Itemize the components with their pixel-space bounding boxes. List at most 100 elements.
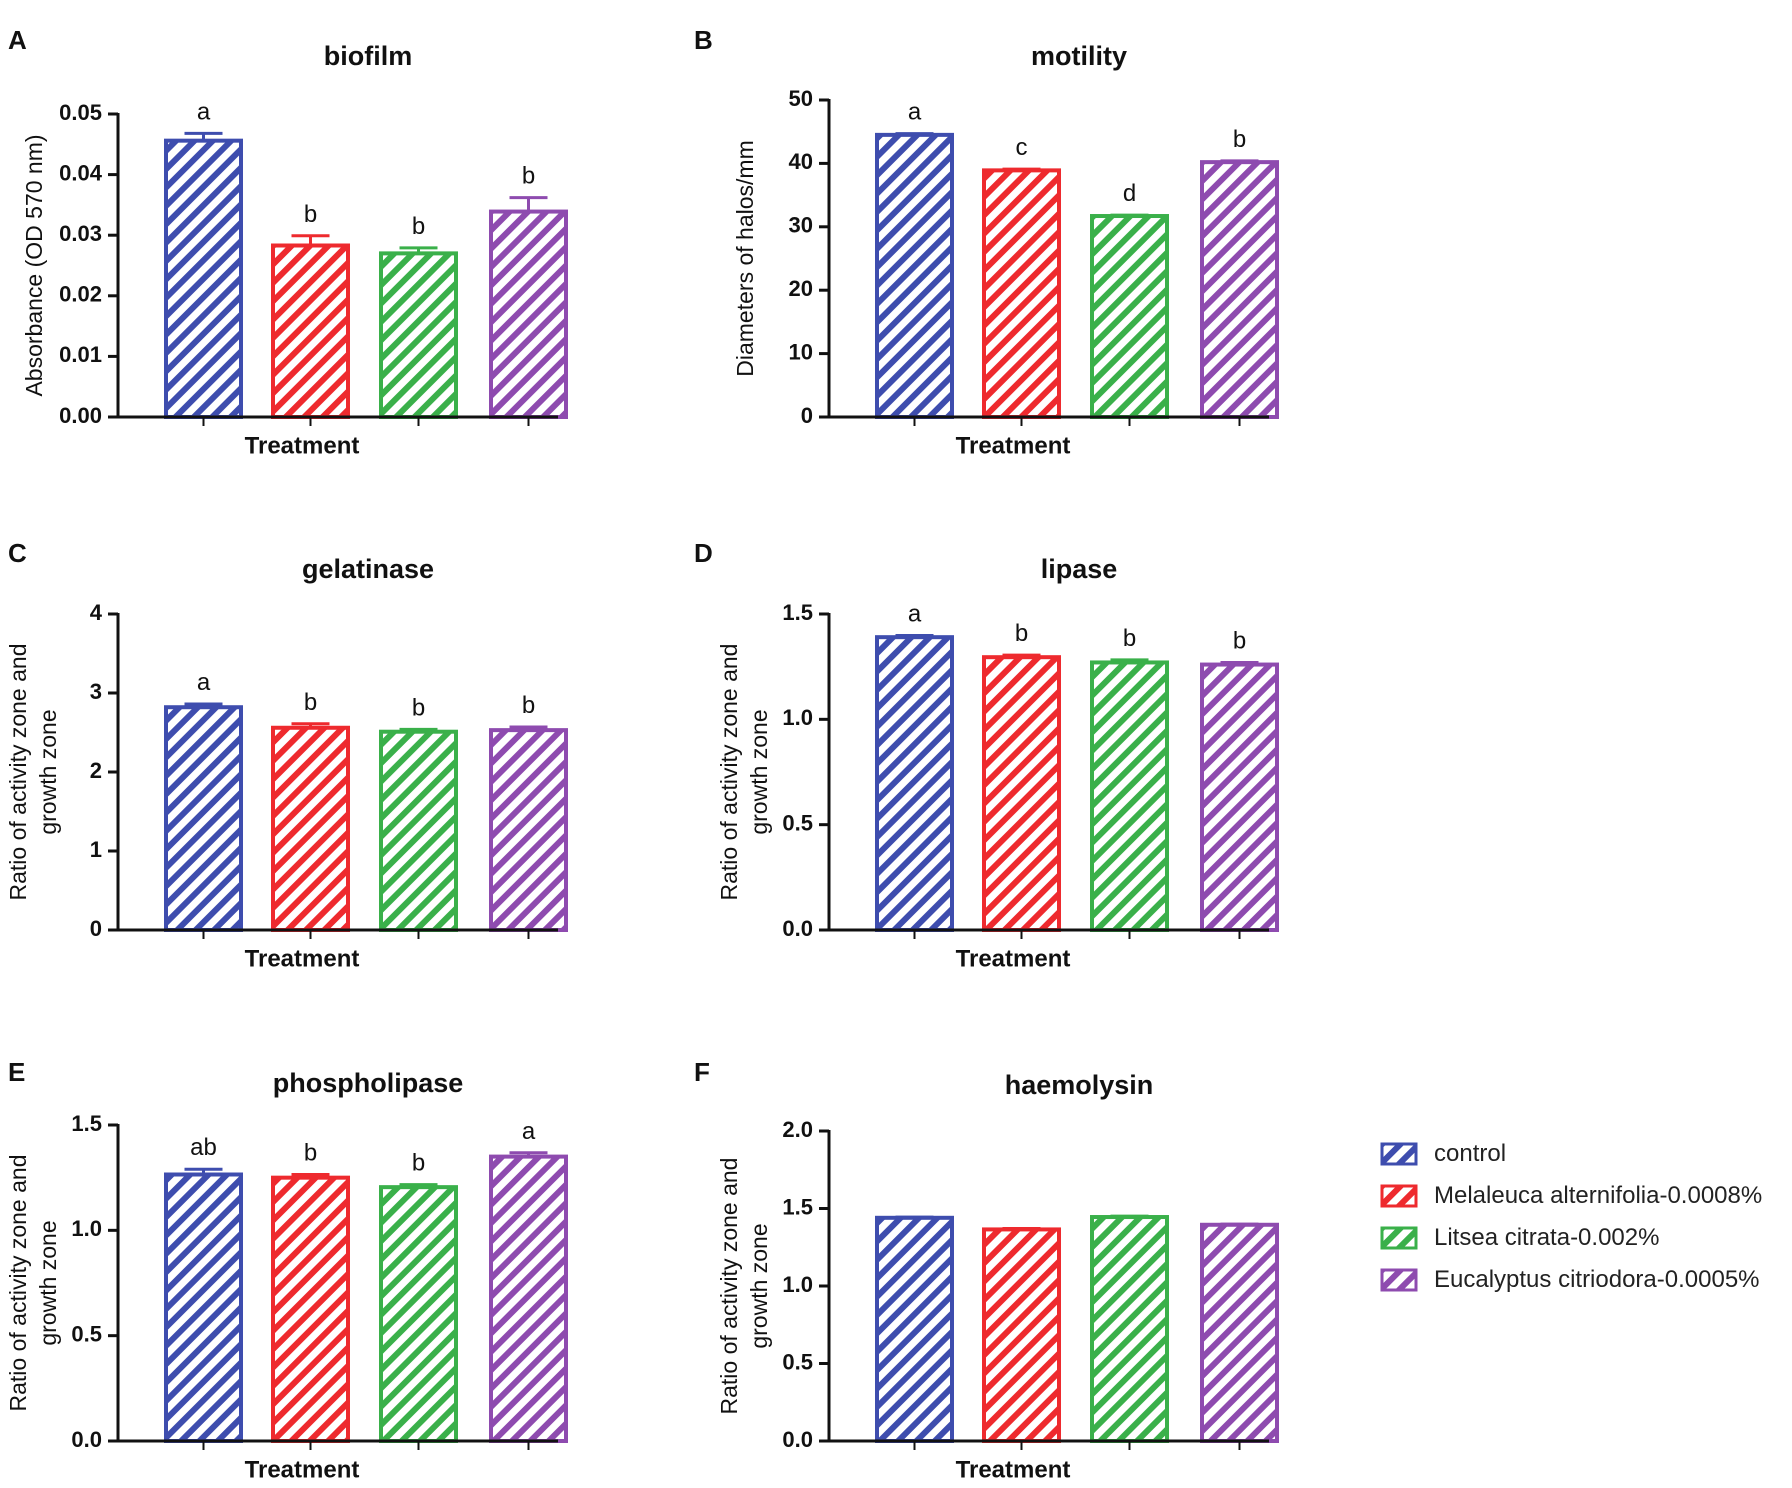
y-axis-label: Ratio of activity zone and [5, 644, 31, 901]
y-tick-label: 50 [789, 86, 813, 111]
y-tick-label: 0.05 [59, 100, 102, 125]
panel-label-b: B [694, 25, 713, 55]
y-tick-label: 30 [789, 213, 813, 238]
legend-swatch-litsea [1380, 1226, 1418, 1250]
legend-label-melaleuca: Melaleuca alternifolia-0.0008% [1434, 1182, 1763, 1209]
legend-label-eucalyptus: Eucalyptus citriodora-0.0005% [1434, 1266, 1760, 1293]
legend-swatch-melaleuca [1380, 1184, 1418, 1208]
significance-letter: ab [190, 1134, 217, 1161]
significance-letter: a [197, 98, 211, 125]
bar [875, 635, 954, 932]
y-tick-label: 1.0 [782, 705, 813, 730]
panel-label-a: A [8, 25, 27, 55]
significance-letter: b [304, 689, 317, 716]
y-tick-label: 1.5 [71, 1111, 102, 1136]
y-tick-label: 0 [90, 916, 102, 941]
legend-item-control: control [1380, 1134, 1762, 1174]
y-tick-label: 20 [789, 276, 813, 301]
x-axis-label: Treatment [956, 945, 1071, 972]
y-tick-label: 2 [90, 758, 102, 783]
significance-letter: b [304, 1140, 317, 1167]
x-axis-label: Treatment [956, 432, 1071, 459]
significance-letter: c [1016, 134, 1028, 161]
legend-swatch-eucalyptus [1380, 1268, 1418, 1292]
bar [1090, 660, 1169, 932]
y-axis-label: growth zone [746, 709, 772, 834]
x-axis-label: Treatment [956, 1456, 1071, 1483]
chart-title: phospholipase [273, 1068, 464, 1098]
panel-label-d: D [694, 538, 713, 568]
y-axis-label: growth zone [35, 709, 61, 834]
significance-letter: b [1233, 126, 1246, 153]
y-axis-label: Diameters of halos/mm [732, 140, 758, 376]
y-tick-label: 0.01 [59, 342, 102, 367]
panel-label-f: F [694, 1057, 710, 1087]
y-tick-label: 0.0 [782, 1427, 813, 1452]
y-tick-label: 0.0 [782, 916, 813, 941]
significance-letter: b [304, 201, 317, 228]
significance-letter: b [412, 1150, 425, 1177]
chart-title: haemolysin [1005, 1070, 1154, 1100]
y-axis-label: Ratio of activity zone and [5, 1155, 31, 1412]
bar [164, 1172, 243, 1444]
y-tick-label: 0.03 [59, 221, 102, 246]
bar [489, 728, 568, 932]
chart-title: gelatinase [302, 554, 434, 584]
bar [489, 209, 568, 419]
y-tick-label: 0.5 [782, 1349, 813, 1374]
bar [1200, 1222, 1279, 1444]
legend-label-litsea: Litsea citrata-0.002% [1434, 1224, 1660, 1251]
bar [379, 1185, 458, 1443]
bar [271, 725, 350, 933]
y-tick-label: 10 [789, 339, 813, 364]
bar [271, 243, 350, 419]
bar [164, 138, 243, 419]
legend-item-litsea: Litsea citrata-0.002% [1380, 1218, 1762, 1258]
bar [982, 168, 1061, 419]
y-tick-label: 0.0 [71, 1427, 102, 1452]
legend-item-eucalyptus: Eucalyptus citriodora-0.0005% [1380, 1260, 1762, 1300]
x-axis-label: Treatment [245, 1456, 360, 1483]
bar [875, 1215, 954, 1444]
y-tick-label: 1.0 [71, 1216, 102, 1241]
y-tick-label: 4 [90, 600, 103, 625]
chart-title: motility [1031, 41, 1127, 71]
y-tick-label: 0.5 [782, 810, 813, 835]
bar [379, 251, 458, 419]
y-tick-label: 2.0 [782, 1117, 813, 1142]
significance-letter: b [1015, 620, 1028, 647]
panel-label-e: E [8, 1057, 25, 1087]
y-tick-label: 1.0 [782, 1272, 813, 1297]
significance-letter: a [908, 99, 922, 126]
panel-label-c: C [8, 538, 27, 568]
significance-letter: b [1123, 625, 1136, 652]
legend-label-control: control [1434, 1140, 1507, 1167]
bar [379, 729, 458, 933]
y-tick-label: 0.00 [59, 403, 102, 428]
chart-title: lipase [1041, 554, 1118, 584]
bar [489, 1154, 568, 1443]
y-tick-label: 0.5 [71, 1321, 102, 1346]
y-axis-label: growth zone [35, 1220, 61, 1345]
significance-letter: b [522, 163, 535, 190]
y-tick-label: 40 [789, 149, 813, 174]
bar [1090, 214, 1169, 419]
significance-letter: b [412, 213, 425, 240]
significance-letter: d [1123, 180, 1136, 207]
y-tick-label: 1.5 [782, 600, 813, 625]
legend-swatch-control [1380, 1142, 1418, 1166]
legend-item-melaleuca: Melaleuca alternifolia-0.0008% [1380, 1176, 1762, 1216]
chart-title: biofilm [324, 41, 413, 71]
significance-letter: b [412, 694, 425, 721]
y-axis-label: Ratio of activity zone and [716, 644, 742, 901]
x-axis-label: Treatment [245, 432, 360, 459]
bar [875, 132, 954, 419]
legend: control Melaleuca alternifolia-0.0008% L… [1380, 1134, 1762, 1302]
y-tick-label: 0.04 [59, 160, 103, 185]
significance-letter: b [522, 692, 535, 719]
